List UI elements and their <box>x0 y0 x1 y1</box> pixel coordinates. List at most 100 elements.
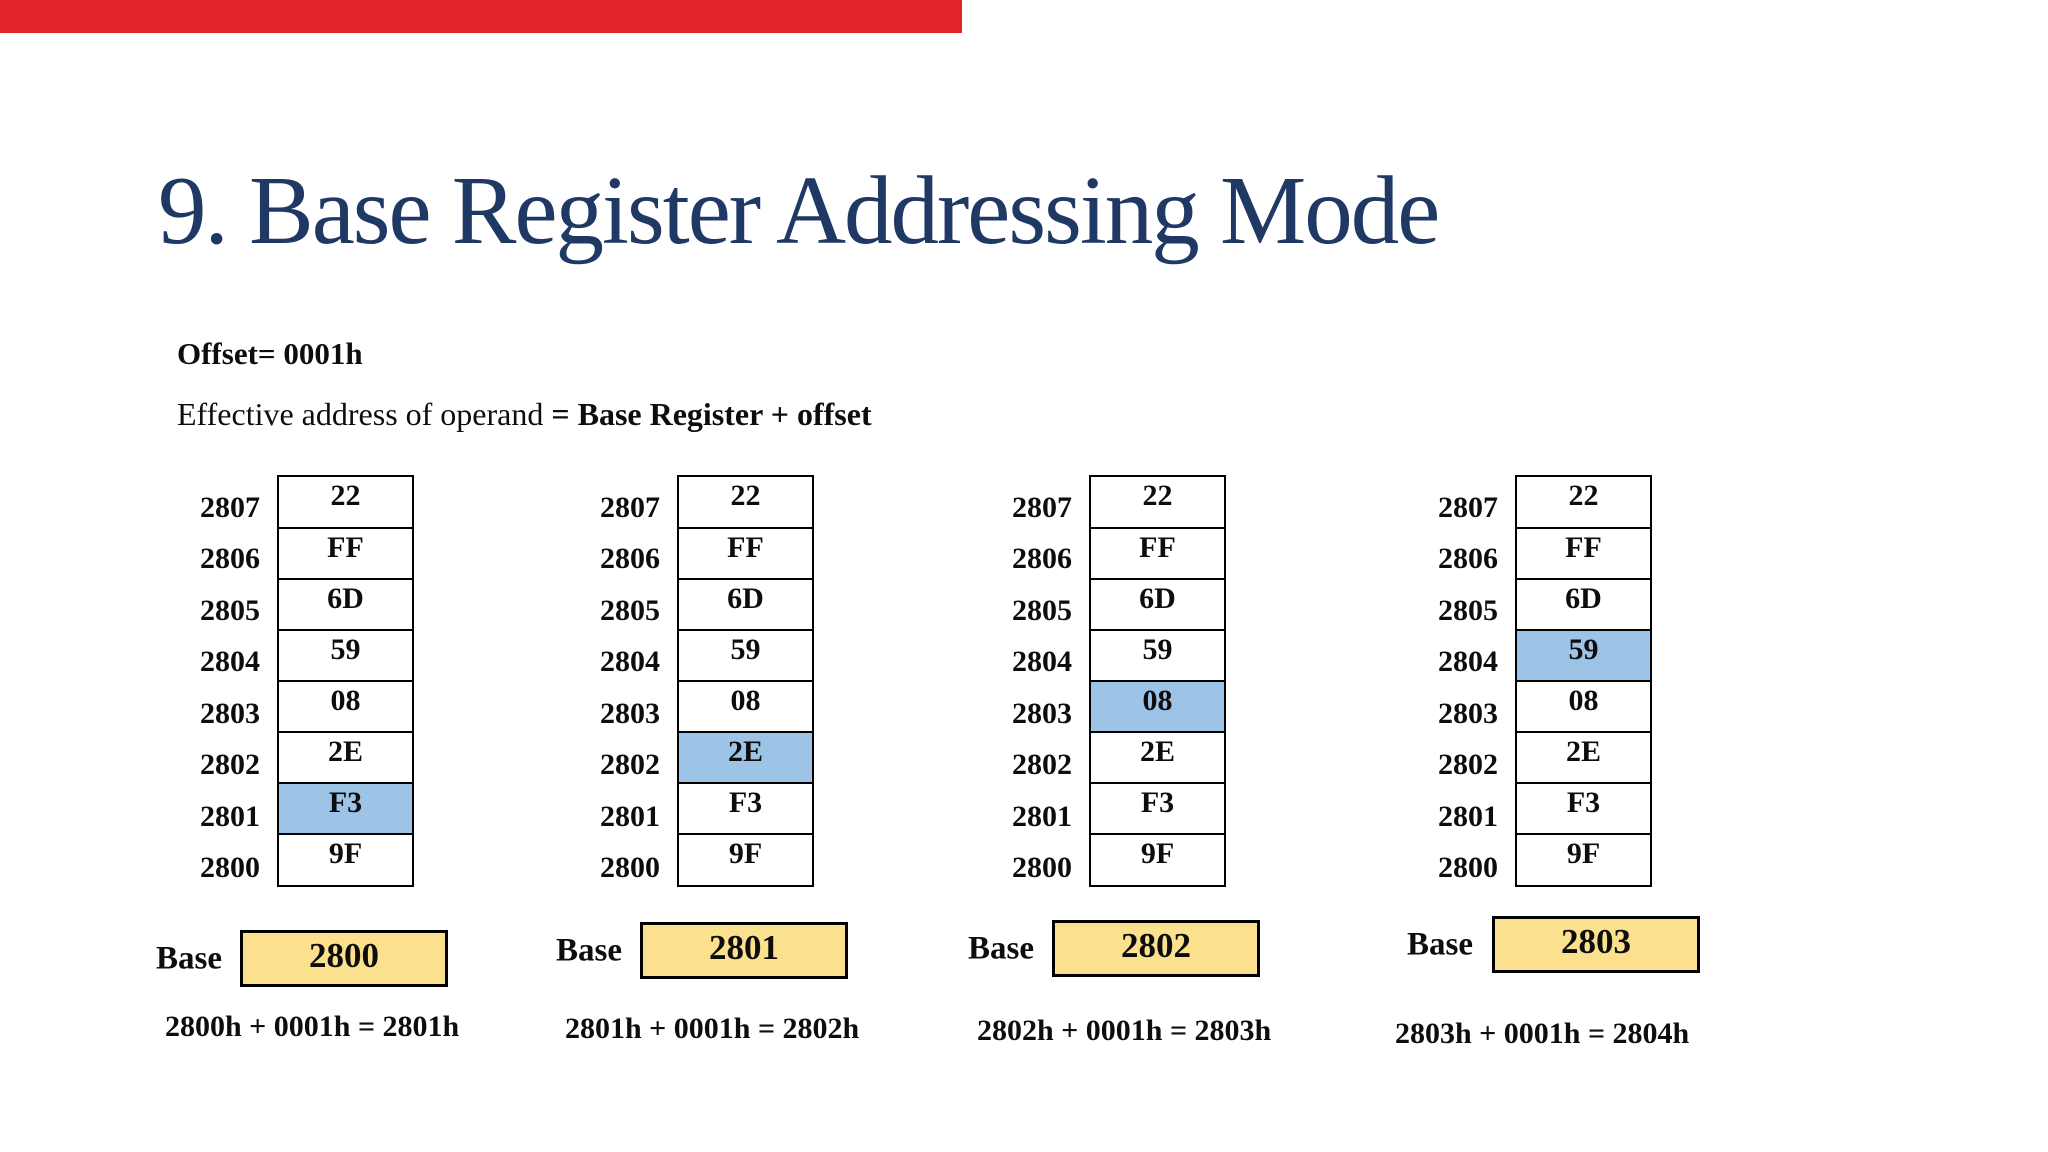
memory-diagram-column: 2807 2806 2805 2804 2803 2802 2801 2800 22 FF 6D 59… <box>1378 475 1750 1051</box>
address-label: 2804 <box>1438 645 1498 679</box>
memory-cell: F3 <box>679 782 812 833</box>
memory-cell: 6D <box>679 578 812 629</box>
memory-cell: FF <box>679 527 812 578</box>
memory-cell: 22 <box>1517 477 1650 527</box>
formula-prefix: Effective address of operand <box>177 396 552 432</box>
memory-cell: 59 <box>279 629 412 680</box>
memory-cell: 08 <box>679 680 812 731</box>
memory-cell: 9F <box>1517 833 1650 884</box>
value-column: 22 FF 6D 59 08 2E F3 9F <box>277 475 414 887</box>
memory-cell: 6D <box>1091 578 1224 629</box>
address-column: 2807 2806 2805 2804 2803 2802 2801 2800 <box>1378 475 1498 887</box>
address-label: 2804 <box>200 645 260 679</box>
memory-table: 2807 2806 2805 2804 2803 2802 2801 2800 22 FF 6D 59… <box>952 475 1324 887</box>
effective-address-equation: 2802h + 0001h = 2803h <box>977 1014 1272 1047</box>
address-label: 2800 <box>200 851 260 885</box>
memory-cell: 22 <box>1091 477 1224 527</box>
address-label: 2806 <box>200 542 260 576</box>
address-label: 2805 <box>1438 593 1498 627</box>
base-register-row: Base 2803 <box>1378 916 1750 974</box>
address-label: 2801 <box>200 799 260 833</box>
memory-diagram-column: 2807 2806 2805 2804 2803 2802 2801 2800 22 FF 6D 59… <box>540 475 912 1046</box>
address-label: 2801 <box>1438 799 1498 833</box>
address-label: 2802 <box>600 748 660 782</box>
memory-diagram-column: 2807 2806 2805 2804 2803 2802 2801 2800 22 FF 6D 59… <box>140 475 512 1044</box>
address-label: 2803 <box>600 696 660 730</box>
address-label: 2802 <box>200 748 260 782</box>
address-column: 2807 2806 2805 2804 2803 2802 2801 2800 <box>540 475 660 887</box>
address-label: 2805 <box>600 593 660 627</box>
memory-diagram-column: 2807 2806 2805 2804 2803 2802 2801 2800 22 FF 6D 59… <box>952 475 1324 1048</box>
memory-cell-highlighted: 2E <box>679 731 812 782</box>
address-column: 2807 2806 2805 2804 2803 2802 2801 2800 <box>952 475 1072 887</box>
base-register-box: 2801 <box>640 922 848 979</box>
memory-table: 2807 2806 2805 2804 2803 2802 2801 2800 22 FF 6D 59… <box>1378 475 1750 887</box>
memory-table: 2807 2806 2805 2804 2803 2802 2801 2800 22 FF 6D 59… <box>140 475 512 887</box>
memory-cell: 2E <box>1517 731 1650 782</box>
memory-cell-highlighted: F3 <box>279 782 412 833</box>
slide-title: 9. Base Register Addressing Mode <box>158 156 1440 264</box>
memory-cell: F3 <box>1517 782 1650 833</box>
address-label: 2807 <box>200 490 260 524</box>
value-column: 22 FF 6D 59 08 2E F3 9F <box>1515 475 1652 887</box>
memory-cell: 6D <box>279 578 412 629</box>
base-register-row: Base 2801 <box>540 922 912 980</box>
video-progress-bar[interactable] <box>0 0 962 33</box>
memory-cell-highlighted: 59 <box>1517 629 1650 680</box>
memory-cell: 22 <box>279 477 412 527</box>
memory-cell: 9F <box>679 833 812 884</box>
address-label: 2807 <box>1438 490 1498 524</box>
memory-cell: 08 <box>279 680 412 731</box>
base-register-label: Base <box>968 930 1034 967</box>
memory-cell: FF <box>1517 527 1650 578</box>
base-register-box: 2800 <box>240 930 448 987</box>
address-label: 2800 <box>600 851 660 885</box>
base-register-label: Base <box>1407 926 1473 963</box>
memory-cell: FF <box>279 527 412 578</box>
base-register-label: Base <box>156 940 222 977</box>
address-label: 2807 <box>600 490 660 524</box>
address-label: 2805 <box>200 593 260 627</box>
effective-address-formula: Effective address of operand = Base Regi… <box>177 396 872 433</box>
value-column: 22 FF 6D 59 08 2E F3 9F <box>677 475 814 887</box>
effective-address-equation: 2801h + 0001h = 2802h <box>565 1012 860 1045</box>
address-label: 2803 <box>1012 696 1072 730</box>
address-label: 2801 <box>1012 799 1072 833</box>
address-label: 2807 <box>1012 490 1072 524</box>
memory-cell: 59 <box>679 629 812 680</box>
address-label: 2803 <box>200 696 260 730</box>
address-label: 2806 <box>600 542 660 576</box>
memory-cell: 9F <box>1091 833 1224 884</box>
address-label: 2806 <box>1012 542 1072 576</box>
memory-cell: 22 <box>679 477 812 527</box>
memory-cell: 6D <box>1517 578 1650 629</box>
base-register-box: 2802 <box>1052 920 1260 977</box>
memory-cell: F3 <box>1091 782 1224 833</box>
address-label: 2806 <box>1438 542 1498 576</box>
memory-cell: 2E <box>1091 731 1224 782</box>
memory-cell-highlighted: 08 <box>1091 680 1224 731</box>
memory-table: 2807 2806 2805 2804 2803 2802 2801 2800 22 FF 6D 59… <box>540 475 912 887</box>
memory-cell: 59 <box>1091 629 1224 680</box>
address-label: 2803 <box>1438 696 1498 730</box>
value-column: 22 FF 6D 59 08 2E F3 9F <box>1089 475 1226 887</box>
address-label: 2805 <box>1012 593 1072 627</box>
formula-bold-part: = Base Register + offset <box>551 396 872 432</box>
base-register-box: 2803 <box>1492 916 1700 973</box>
base-register-row: Base 2802 <box>952 920 1324 978</box>
memory-cell: 08 <box>1517 680 1650 731</box>
memory-cell: 2E <box>279 731 412 782</box>
address-label: 2802 <box>1438 748 1498 782</box>
memory-cell: 9F <box>279 833 412 884</box>
effective-address-equation: 2803h + 0001h = 2804h <box>1395 1017 1690 1050</box>
address-label: 2804 <box>600 645 660 679</box>
memory-cell: FF <box>1091 527 1224 578</box>
address-label: 2800 <box>1012 851 1072 885</box>
address-column: 2807 2806 2805 2804 2803 2802 2801 2800 <box>140 475 260 887</box>
address-label: 2801 <box>600 799 660 833</box>
address-label: 2802 <box>1012 748 1072 782</box>
base-register-row: Base 2800 <box>140 930 512 988</box>
address-label: 2800 <box>1438 851 1498 885</box>
effective-address-equation: 2800h + 0001h = 2801h <box>165 1010 460 1043</box>
